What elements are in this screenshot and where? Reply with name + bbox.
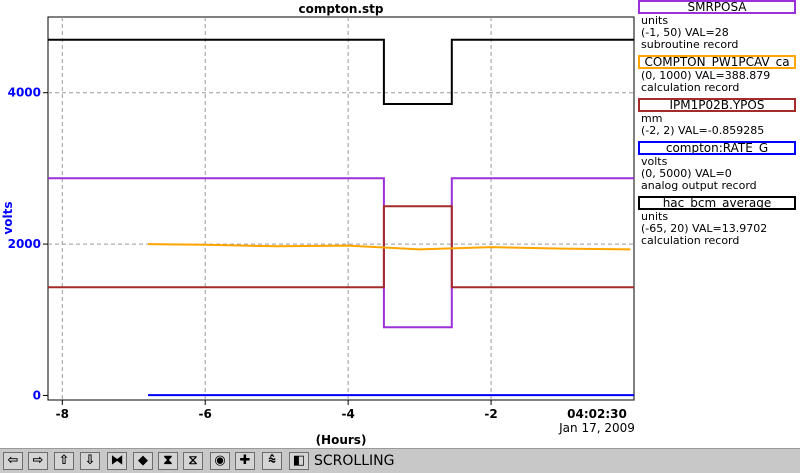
legend-entry-detail: (0, 1000) VAL=388.879	[641, 69, 771, 82]
chart: compton.stp 0 2000 4000 -8 -6 -4 -2 volts (Ho…	[1, 2, 635, 447]
scroll-up-icon: ⇧	[58, 453, 70, 468]
zoom-in-horizontal-icon: ⧓	[110, 453, 124, 468]
y-axis-label: volts	[1, 201, 15, 234]
zoom-in-vertical-icon: ⧗	[163, 453, 173, 468]
legend-entry-name[interactable]: SMRPOSA	[638, 0, 796, 14]
legend-entry-detail: (-1, 50) VAL=28	[641, 26, 729, 39]
zoom-in-horizontal-button[interactable]: ⧓	[107, 452, 127, 470]
legend-entry-detail: mm	[641, 112, 663, 125]
legend-entry-detail: analog output record	[641, 179, 757, 192]
x-tick-label: -2	[484, 407, 497, 421]
plot-frame	[47, 16, 635, 401]
stagger-button[interactable]: ⩯	[262, 452, 282, 470]
chart-title: compton.stp	[298, 2, 383, 16]
x-tick-label: -8	[56, 407, 69, 421]
y-tick-label: 2000	[8, 237, 41, 251]
end-date-label: Jan 17, 2009	[558, 421, 635, 435]
scroll-left-icon: ⇦	[7, 453, 19, 468]
autoscale-button[interactable]: ◉	[210, 452, 230, 470]
add-icon: ✚	[239, 453, 251, 468]
mode-toggle-button[interactable]: ◧	[289, 452, 309, 470]
legend-entry-detail: volts	[641, 155, 668, 168]
x-tick-label: -6	[199, 407, 212, 421]
legend-entry-name[interactable]: IPM1P02B.YPOS	[638, 98, 796, 112]
y-tick-label: 0	[33, 388, 41, 402]
scroll-down-button[interactable]: ⇩	[80, 452, 100, 470]
legend-entry-detail: (-2, 2) VAL=-0.859285	[641, 124, 765, 137]
zoom-in-vertical-button[interactable]: ⧗	[158, 452, 178, 470]
scroll-down-icon: ⇩	[84, 453, 96, 468]
zoom-out-horizontal-button[interactable]: ◆	[133, 452, 153, 470]
end-time-label: 04:02:30	[567, 407, 627, 421]
legend-entry-name[interactable]: COMPTON_PW1PCAV_ca	[638, 55, 796, 69]
scroll-up-button[interactable]: ⇧	[54, 452, 74, 470]
toolbar: ⇦ ⇨ ⇧ ⇩ ⧓ ◆ ⧗ ⧖ ◉ ✚ ⩯ ◧ SCROLLING	[0, 448, 800, 473]
legend-entry-detail: units	[641, 14, 669, 27]
plot-area[interactable]	[47, 16, 635, 401]
stagger-icon: ⩯	[268, 453, 276, 468]
autoscale-icon: ◉	[214, 453, 226, 468]
legend-entry-detail: subroutine record	[641, 38, 739, 51]
y-axis: 0 2000 4000	[8, 86, 48, 402]
series-line	[48, 205, 634, 289]
legend-entry-name[interactable]: compton:RATE_G	[638, 141, 796, 155]
zoom-out-horizontal-icon: ◆	[138, 453, 148, 468]
zoom-out-vertical-button[interactable]: ⧖	[183, 452, 203, 470]
legend-entry-detail: (0, 5000) VAL=0	[641, 167, 732, 180]
series-line	[147, 243, 631, 251]
legend-entry-detail: (-65, 20) VAL=13.9702	[641, 222, 768, 235]
x-axis: -8 -6 -4 -2	[56, 400, 498, 421]
legend-entry-name[interactable]: hac_bcm_average	[638, 196, 796, 210]
zoom-out-vertical-icon: ⧖	[188, 453, 198, 468]
mode-label: SCROLLING	[314, 453, 395, 469]
series-line	[48, 38, 634, 105]
scroll-left-button[interactable]: ⇦	[3, 452, 23, 470]
x-axis-label: (Hours)	[316, 433, 367, 447]
legend-entry-detail: calculation record	[641, 234, 740, 247]
scroll-right-button[interactable]: ⇨	[28, 452, 48, 470]
legend-entry-detail: calculation record	[641, 81, 740, 94]
series-line	[48, 177, 634, 329]
x-tick-label: -4	[341, 407, 354, 421]
y-tick-label: 4000	[8, 86, 41, 100]
mode-toggle-icon: ◧	[292, 453, 306, 468]
add-button[interactable]: ✚	[235, 452, 255, 470]
legend-entry-detail: units	[641, 210, 669, 223]
scroll-right-icon: ⇨	[32, 453, 44, 468]
